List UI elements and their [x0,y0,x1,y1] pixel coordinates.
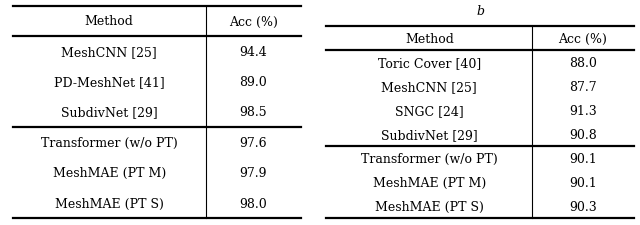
Text: PD-MeshNet [41]: PD-MeshNet [41] [54,76,164,89]
Text: MeshCNN [25]: MeshCNN [25] [381,80,477,93]
Text: 94.4: 94.4 [239,46,267,58]
Text: 98.0: 98.0 [239,197,267,210]
Text: 90.1: 90.1 [569,176,596,189]
Text: 97.6: 97.6 [239,136,267,149]
Text: 91.3: 91.3 [569,104,596,117]
Text: 88.0: 88.0 [569,56,597,69]
Text: Method: Method [405,32,454,45]
Text: SubdivNet [29]: SubdivNet [29] [381,128,477,141]
Text: SubdivNet [29]: SubdivNet [29] [61,106,157,119]
Text: Method: Method [85,15,134,28]
Text: Toric Cover [40]: Toric Cover [40] [378,56,481,69]
Text: MeshMAE (PT M): MeshMAE (PT M) [372,176,486,189]
Text: Transformer (w/o PT): Transformer (w/o PT) [41,136,178,149]
Text: Acc (%): Acc (%) [559,32,607,45]
Text: 90.1: 90.1 [569,152,596,165]
Text: SNGC [24]: SNGC [24] [395,104,464,117]
Text: MeshMAE (PT S): MeshMAE (PT S) [55,197,164,210]
Text: 90.3: 90.3 [569,200,596,213]
Text: 87.7: 87.7 [569,80,596,93]
Text: 98.5: 98.5 [239,106,267,119]
Text: 89.0: 89.0 [239,76,267,89]
Text: Transformer (w/o PT): Transformer (w/o PT) [361,152,498,165]
Text: 97.9: 97.9 [239,166,267,179]
Text: MeshCNN [25]: MeshCNN [25] [61,46,157,58]
Text: b: b [476,5,484,18]
Text: Acc (%): Acc (%) [229,15,278,28]
Text: MeshMAE (PT S): MeshMAE (PT S) [375,200,484,213]
Text: 90.8: 90.8 [569,128,596,141]
Text: MeshMAE (PT M): MeshMAE (PT M) [52,166,166,179]
